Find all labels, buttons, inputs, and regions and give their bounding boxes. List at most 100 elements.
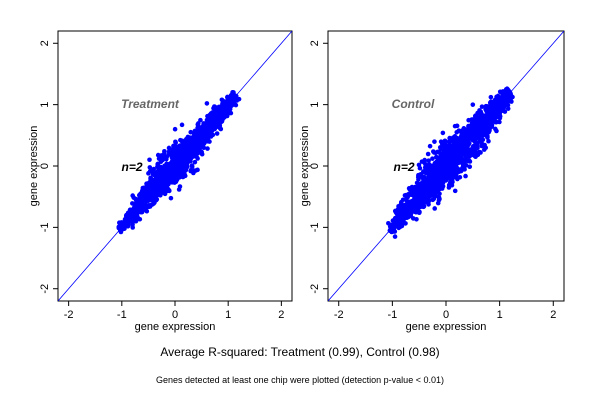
data-point [436, 195, 442, 200]
data-point [458, 168, 464, 174]
data-point [447, 135, 452, 141]
data-point [403, 209, 408, 214]
data-point [399, 205, 404, 211]
data-point [446, 146, 452, 151]
data-point [142, 193, 148, 199]
data-point [182, 144, 188, 150]
x-tick-label: 1 [497, 309, 503, 321]
data-point [473, 149, 478, 155]
data-point [205, 146, 210, 151]
data-point [442, 155, 448, 160]
axis-ticks: -2 -1 0 1 2 -2 -1 0 1 2 [309, 40, 556, 321]
data-point [459, 128, 465, 133]
data-point [449, 154, 455, 160]
data-point [414, 204, 419, 210]
data-point [156, 156, 162, 161]
data-point [445, 150, 451, 156]
x-tick-label: -2 [334, 309, 344, 321]
data-point [176, 187, 182, 192]
data-point [403, 203, 409, 209]
data-point [194, 130, 199, 135]
data-point [227, 101, 233, 106]
data-point [231, 90, 236, 95]
data-point [163, 168, 169, 174]
data-point [170, 171, 175, 177]
y-tick-label: 1 [39, 102, 51, 108]
data-point [451, 149, 457, 155]
data-point [435, 163, 440, 168]
data-point [156, 189, 162, 194]
data-point [189, 142, 195, 148]
data-point [450, 167, 456, 173]
data-point [472, 113, 478, 119]
data-point [433, 178, 438, 184]
data-point [172, 143, 178, 149]
data-point [429, 189, 435, 194]
data-point [470, 102, 476, 107]
data-point [146, 171, 151, 176]
data-point [190, 134, 196, 140]
data-point [394, 210, 399, 215]
data-point [441, 150, 447, 156]
data-point [174, 152, 179, 158]
data-point [138, 203, 144, 208]
data-point [426, 162, 432, 167]
data-point [490, 104, 496, 110]
data-point [169, 151, 175, 156]
data-point [398, 213, 404, 219]
data-point [394, 223, 400, 229]
data-point [486, 119, 491, 124]
data-point [150, 186, 156, 192]
data-point [467, 164, 473, 170]
data-point [437, 173, 442, 178]
y-tick-label: 0 [39, 163, 51, 169]
data-point [160, 188, 166, 194]
data-point [214, 113, 219, 119]
x-tick-label: 0 [172, 309, 178, 321]
data-point [154, 176, 159, 181]
data-point [479, 104, 485, 109]
data-point [159, 183, 164, 188]
y-tick-label: -1 [39, 222, 51, 232]
data-point [130, 193, 135, 198]
data-point [416, 186, 422, 192]
data-point [497, 119, 502, 125]
data-point [146, 203, 152, 208]
data-point [446, 139, 452, 144]
plot-area [58, 31, 292, 301]
data-point [437, 185, 443, 191]
data-point [426, 198, 432, 203]
data-point [152, 195, 157, 201]
data-point [436, 150, 442, 155]
data-point [488, 94, 494, 100]
data-point [463, 145, 469, 150]
scatter-panel-control: -2 -1 0 1 2 -2 -1 0 1 2 Control n=2 gene expressi… [299, 30, 565, 333]
data-point [434, 154, 439, 160]
data-point [177, 169, 183, 174]
y-tick-label: -2 [309, 284, 321, 294]
axis-ticks: -2 -1 0 1 2 -2 -1 0 1 2 [39, 40, 284, 321]
data-point [480, 128, 486, 133]
scatter-points [386, 86, 515, 239]
data-point [400, 197, 406, 203]
data-point [172, 126, 178, 132]
data-point [399, 219, 405, 224]
data-point [185, 142, 191, 147]
data-point [120, 221, 125, 226]
data-point [171, 158, 176, 164]
plot-area [328, 31, 564, 301]
data-point [431, 196, 437, 202]
data-point [469, 117, 475, 122]
data-point [477, 129, 482, 134]
y-tick-label: 0 [309, 163, 321, 169]
data-point [195, 167, 200, 173]
data-point [430, 156, 435, 161]
data-point [455, 147, 460, 152]
data-point [407, 192, 413, 198]
data-point [505, 106, 511, 111]
data-point [443, 178, 449, 183]
detection-footnote: Genes detected at least one chip were pl… [156, 375, 444, 385]
data-point [427, 143, 433, 149]
x-tick-label: -1 [117, 309, 127, 321]
